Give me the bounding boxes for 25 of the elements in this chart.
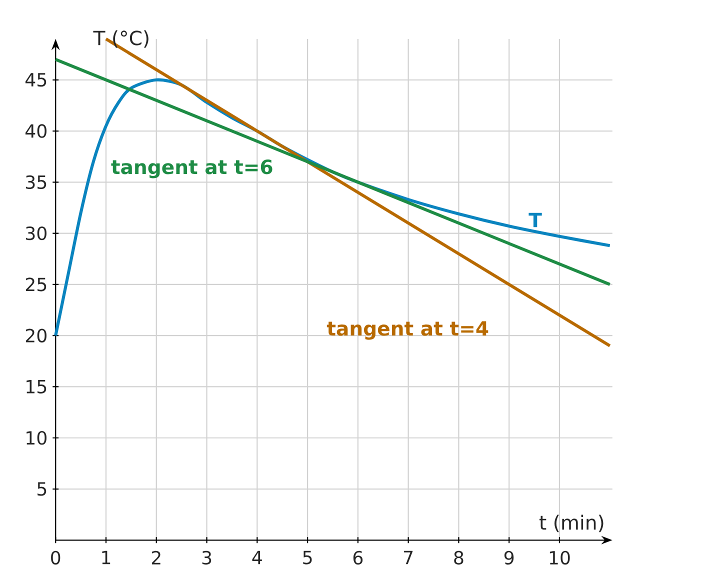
x-tick-label: 1: [102, 550, 110, 564]
x-tick-label: 7: [404, 550, 413, 564]
y-tick-label: 5: [38, 482, 46, 496]
series-label: T: [528, 212, 542, 228]
series-label: tangent at t=6: [111, 160, 272, 178]
y-axis-title: T (°C): [93, 30, 148, 48]
x-tick-label: 6: [353, 550, 363, 565]
y-tick-label: 35: [26, 175, 46, 190]
y-tick-label: 40: [25, 124, 46, 138]
text: tangent at t=4: [326, 321, 488, 340]
y-tick-label: 45: [25, 73, 46, 87]
y-tick-label: 15: [26, 380, 46, 394]
x-tick-label: 10: [550, 550, 570, 565]
y-tick-label: 30: [26, 226, 46, 240]
x-tick-label: 5: [303, 550, 312, 564]
x-tick-label: 4: [252, 550, 262, 564]
x-tick-label: 8: [454, 550, 464, 565]
x-tick-label: 0: [51, 550, 60, 565]
y-tick-label: 10: [26, 431, 46, 445]
x-tick-label: 9: [504, 550, 514, 565]
y-tick-label: 25: [26, 278, 46, 292]
x-axis-title: t (min): [539, 514, 604, 532]
y-tick-label: 20: [26, 328, 46, 343]
x-tick-label: 3: [202, 550, 212, 565]
x-tick-label: 2: [152, 550, 160, 564]
